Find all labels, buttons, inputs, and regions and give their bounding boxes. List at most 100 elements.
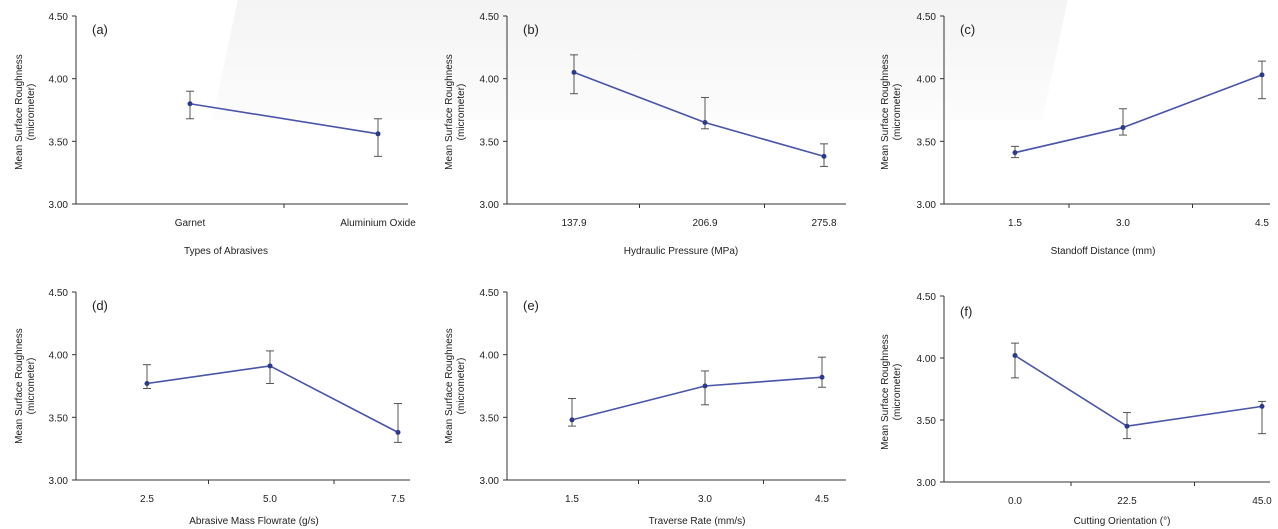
panel-label: (b) xyxy=(523,22,539,37)
y-axis-label: Mean Surface Roughness(micrometer) xyxy=(14,54,37,170)
data-point xyxy=(396,430,401,435)
x-tick-label: 4.5 xyxy=(1255,218,1269,229)
x-tick-label: 275.8 xyxy=(811,218,836,229)
y-tick-label: 4.50 xyxy=(480,12,500,23)
y-tick-label: 3.00 xyxy=(917,200,937,211)
x-tick-label: 3.0 xyxy=(698,494,712,505)
y-tick-label: 3.00 xyxy=(480,200,500,211)
series-line xyxy=(1015,356,1262,427)
series-line xyxy=(574,72,824,156)
chart-panel: 4.50 4.00 3.50 3.00 2.5 5.0 7.5 Abrasive Mass F… xyxy=(14,288,410,527)
panel-label: (e) xyxy=(523,298,539,313)
x-axis-label: Standoff Distance (mm) xyxy=(1051,246,1156,257)
y-tick-label: 4.00 xyxy=(480,351,500,362)
data-point xyxy=(1260,72,1265,77)
y-tick-label: 4.00 xyxy=(49,351,69,362)
x-axis-label: Hydraulic Pressure (MPa) xyxy=(624,246,738,257)
x-tick-label: Garnet xyxy=(175,218,206,229)
data-point xyxy=(145,381,150,386)
y-tick-label: 4.50 xyxy=(49,288,69,299)
y-axis-label: Mean Surface Roughness(micrometer) xyxy=(880,54,903,170)
x-tick-label: 1.5 xyxy=(565,494,579,505)
x-axis-label: Abrasive Mass Flowrate (g/s) xyxy=(189,516,318,527)
data-point xyxy=(1260,404,1265,409)
y-tick-label: 4.00 xyxy=(49,75,69,86)
y-tick-label: 3.50 xyxy=(480,137,500,148)
x-tick-label: 1.5 xyxy=(1008,218,1022,229)
series-line xyxy=(190,104,378,134)
series-line xyxy=(572,377,822,420)
x-tick-label: Aluminium Oxide xyxy=(340,218,416,229)
y-tick-label: 4.50 xyxy=(917,292,937,303)
y-axis-label-line: Mean Surface Roughness xyxy=(444,54,455,170)
data-point xyxy=(820,375,825,380)
x-axis-label: Types of Abrasives xyxy=(184,246,268,257)
x-tick-label: 137.9 xyxy=(561,218,586,229)
panel-label: (a) xyxy=(92,22,108,37)
y-tick-label: 4.00 xyxy=(480,75,500,86)
y-tick-label: 3.50 xyxy=(917,137,937,148)
x-tick-label: 4.5 xyxy=(815,494,829,505)
x-tick-label: 22.5 xyxy=(1117,496,1137,507)
data-point xyxy=(376,131,381,136)
y-axis-label-line: Mean Surface Roughness xyxy=(14,328,25,444)
y-tick-label: 3.00 xyxy=(480,476,500,487)
y-tick-label: 3.50 xyxy=(480,413,500,424)
x-axis-label: Cutting Orientation (°) xyxy=(1074,516,1171,527)
y-axis-label: Mean Surface Roughness(micrometer) xyxy=(14,328,37,444)
data-point xyxy=(570,417,575,422)
data-point xyxy=(1125,424,1130,429)
y-tick-label: 4.50 xyxy=(917,12,937,23)
y-tick-label: 3.00 xyxy=(917,478,937,489)
series-line xyxy=(1015,75,1262,153)
y-axis-label-line: (micrometer) xyxy=(26,358,37,415)
data-point xyxy=(1013,150,1018,155)
y-tick-label: 4.50 xyxy=(49,12,69,23)
data-point xyxy=(1013,353,1018,358)
chart-panel: 4.50 4.00 3.50 3.00 0.0 22.5 45.0 Cutting Orien… xyxy=(880,292,1272,527)
data-point xyxy=(1121,125,1126,130)
y-axis-label-line: (micrometer) xyxy=(456,358,467,415)
chart-panel: 4.50 4.00 3.50 3.00 1.5 3.0 4.5 Standoff Distan… xyxy=(880,12,1270,257)
y-axis-label-line: (micrometer) xyxy=(26,84,37,141)
y-axis-label-line: (micrometer) xyxy=(892,84,903,141)
y-tick-label: 3.50 xyxy=(49,137,69,148)
y-tick-label: 4.00 xyxy=(917,354,937,365)
x-tick-label: 0.0 xyxy=(1008,496,1022,507)
x-tick-label: 45.0 xyxy=(1252,496,1272,507)
y-tick-label: 4.50 xyxy=(480,288,500,299)
data-point xyxy=(703,120,708,125)
panel-label: (f) xyxy=(960,304,972,319)
series-line xyxy=(147,366,398,432)
chart-panel: 4.50 4.00 3.50 3.00 137.9 206.9 275.8 Hydraulic… xyxy=(444,12,846,257)
x-tick-label: 5.0 xyxy=(263,494,277,505)
y-axis-label-line: Mean Surface Roughness xyxy=(880,334,891,450)
data-point xyxy=(572,70,577,75)
y-tick-label: 3.00 xyxy=(49,200,69,211)
x-axis-label: Traverse Rate (mm/s) xyxy=(649,516,746,527)
panel-label: (c) xyxy=(960,22,975,37)
panel-label: (d) xyxy=(92,298,108,313)
y-axis-label-line: (micrometer) xyxy=(892,364,903,421)
y-tick-label: 3.00 xyxy=(49,476,69,487)
y-tick-label: 4.00 xyxy=(917,75,937,86)
y-axis-label-line: (micrometer) xyxy=(456,84,467,141)
y-tick-label: 3.50 xyxy=(49,413,69,424)
data-point xyxy=(703,384,708,389)
data-point xyxy=(268,363,273,368)
chart-panel: 4.50 4.00 3.50 3.00 Garnet Aluminium Oxide Typ… xyxy=(14,12,416,257)
x-tick-label: 206.9 xyxy=(692,218,717,229)
y-axis-label-line: Mean Surface Roughness xyxy=(444,328,455,444)
x-tick-label: 2.5 xyxy=(140,494,154,505)
data-point xyxy=(822,154,827,159)
chart-panel: 4.50 4.00 3.50 3.00 1.5 3.0 4.5 Traverse Rate (… xyxy=(444,288,846,527)
y-axis-label-line: Mean Surface Roughness xyxy=(880,54,891,170)
y-axis-label-line: Mean Surface Roughness xyxy=(14,54,25,170)
y-axis-label: Mean Surface Roughness(micrometer) xyxy=(444,328,467,444)
y-tick-label: 3.50 xyxy=(917,416,937,427)
x-tick-label: 7.5 xyxy=(391,494,405,505)
y-axis-label: Mean Surface Roughness(micrometer) xyxy=(444,54,467,170)
y-axis-label: Mean Surface Roughness(micrometer) xyxy=(880,334,903,450)
x-tick-label: 3.0 xyxy=(1116,218,1130,229)
